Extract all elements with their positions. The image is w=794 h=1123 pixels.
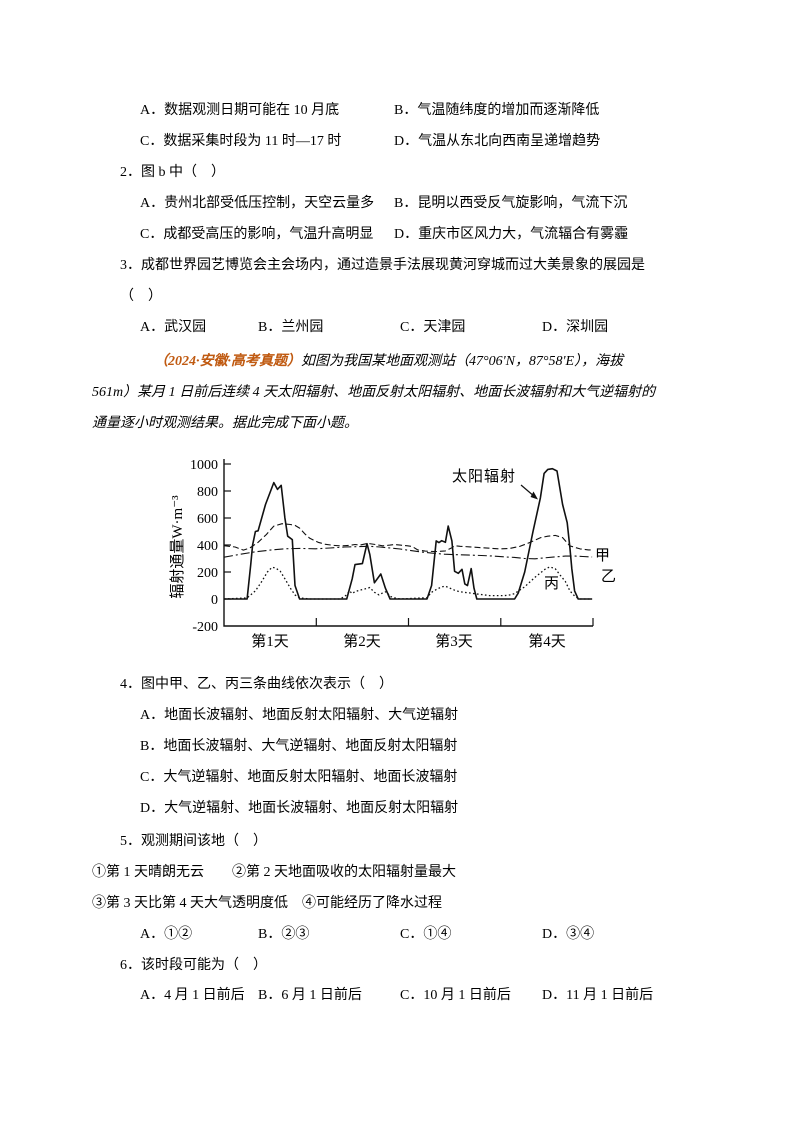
q1-option-c: C．数据采集时段为 11 时—17 时 <box>140 134 342 149</box>
q4-option-d: D．大气逆辐射、地面长波辐射、地面反射太阳辐射 <box>140 801 459 816</box>
exam-source-tag: （2024·安徽·高考真题） <box>154 354 301 369</box>
q5-option-c: C．①④ <box>400 927 452 942</box>
q3-option-c: C．天津园 <box>400 320 466 335</box>
q1-options-row-1: A．数据观测日期可能在 10 月底 B．气温随纬度的增加而逐渐降低 <box>92 95 754 126</box>
q6-option-c: C．10 月 1 日前后 <box>400 988 511 1003</box>
chart-svg: 1000 800 600 400 200 0 -200 辐射通量W·m⁻³ 第1… <box>169 458 616 650</box>
q1-option-a: A．数据观测日期可能在 10 月底 <box>140 103 340 118</box>
q5-stem: 5．观测期间该地（ ） <box>120 834 267 849</box>
ytick-600: 600 <box>197 512 218 527</box>
annotation-arrow-head <box>530 491 538 500</box>
series-solid <box>224 467 593 600</box>
xlabel-day2: 第2天 <box>343 632 381 650</box>
q5-option-b: B．②③ <box>258 927 310 942</box>
q5-options-row: A．①② B．②③ C．①④ D．③④ <box>92 919 754 950</box>
q2-options-row-2: C．成都受高压的影响，气温升高明显 D．重庆市区风力大，气流辐合有雾霾 <box>92 219 754 250</box>
series-label-bing: 丙 <box>544 576 559 592</box>
ytick-200: 200 <box>197 566 218 581</box>
radiation-flux-chart: 1000 800 600 400 200 0 -200 辐射通量W·m⁻³ 第1… <box>150 450 620 665</box>
q3-stem-parens: （ ） <box>120 289 162 304</box>
passage-line-2: 561m）某月 1 日前后连续 4 天太阳辐射、地面反射太阳辐射、地面长波辐射和… <box>92 385 656 400</box>
q4-option-c: C．大气逆辐射、地面反射太阳辐射、地面长波辐射 <box>140 770 458 785</box>
q2-option-b: B．昆明以西受反气旋影响，气流下沉 <box>394 196 628 211</box>
ytick-400: 400 <box>197 539 218 554</box>
solar-radiation-label: 太阳辐射 <box>452 468 516 485</box>
series-label-yi: 乙 <box>601 569 616 585</box>
q2-option-c: C．成都受高压的影响，气温升高明显 <box>140 227 374 242</box>
ytick-800: 800 <box>197 485 218 500</box>
passage-text-1: 如图为我国某地面观测站（47°06'N，87°58'E），海拔 <box>301 354 624 369</box>
q3-stem: 3．成都世界园艺博览会主会场内，通过造景手法展现黄河穿城而过大美景象的展园是 <box>120 258 645 273</box>
series-dashed <box>223 523 593 553</box>
q4-option-a: A．地面长波辐射、地面反射太阳辐射、大气逆辐射 <box>140 708 459 723</box>
xlabel-day3: 第3天 <box>435 632 473 650</box>
series-dashdot <box>223 545 593 560</box>
ytick-neg200: -200 <box>192 620 218 635</box>
q5-statements-1: ①第 1 天晴朗无云 ②第 2 天地面吸收的太阳辐射量最大 <box>92 865 456 880</box>
q4-option-b: B．地面长波辐射、大气逆辐射、地面反射太阳辐射 <box>140 739 458 754</box>
q5-statements-2: ③第 3 天比第 4 天大气透明度低 ④可能经历了降水过程 <box>92 896 442 911</box>
q1-option-d: D．气温从东北向西南呈递增趋势 <box>394 134 601 149</box>
q5-option-a: A．①② <box>140 927 193 942</box>
ytick-0: 0 <box>211 593 218 608</box>
q1-option-b: B．气温随纬度的增加而逐渐降低 <box>394 103 600 118</box>
ytick-1000: 1000 <box>190 458 218 473</box>
x-axis-ticks <box>315 618 594 626</box>
q3-options-row: A．武汉园 B．兰州园 C．天津园 D．深圳园 <box>92 312 754 343</box>
q3-option-a: A．武汉园 <box>140 320 207 335</box>
q6-stem: 6．该时段可能为（ ） <box>120 958 267 973</box>
passage-line-1: （2024·安徽·高考真题）如图为我国某地面观测站（47°06'N，87°58'… <box>154 346 754 377</box>
q2-option-d: D．重庆市区风力大，气流辐合有雾霾 <box>394 227 629 242</box>
xlabel-day1: 第1天 <box>251 632 289 650</box>
q3-option-b: B．兰州园 <box>258 320 324 335</box>
q2-stem: 2．图 b 中（ ） <box>120 165 225 180</box>
q6-option-a: A．4 月 1 日前后 <box>140 988 245 1003</box>
q2-option-a: A．贵州北部受低压控制，天空云量多 <box>140 196 375 211</box>
q6-option-b: B．6 月 1 日前后 <box>258 988 362 1003</box>
series-dotted <box>223 566 593 600</box>
y-axis-ticks <box>224 463 231 600</box>
passage-line-3: 通量逐小时观测结果。据此完成下面小题。 <box>92 416 358 431</box>
y-axis-title: 辐射通量W·m⁻³ <box>169 495 186 599</box>
q6-options-row: A．4 月 1 日前后 B．6 月 1 日前后 C．10 月 1 日前后 D．1… <box>92 980 754 1011</box>
q4-stem: 4．图中甲、乙、丙三条曲线依次表示（ ） <box>120 677 393 692</box>
q6-option-d: D．11 月 1 日前后 <box>542 988 654 1003</box>
q3-option-d: D．深圳园 <box>542 320 609 335</box>
q1-options-row-2: C．数据采集时段为 11 时—17 时 D．气温从东北向西南呈递增趋势 <box>92 126 754 157</box>
chart-axes <box>223 459 593 627</box>
q5-option-d: D．③④ <box>542 927 595 942</box>
chart-curves <box>223 467 593 600</box>
q2-options-row-1: A．贵州北部受低压控制，天空云量多 B．昆明以西受反气旋影响，气流下沉 <box>92 188 754 219</box>
series-label-jia: 甲 <box>595 548 610 564</box>
xlabel-day4: 第4天 <box>528 632 566 650</box>
